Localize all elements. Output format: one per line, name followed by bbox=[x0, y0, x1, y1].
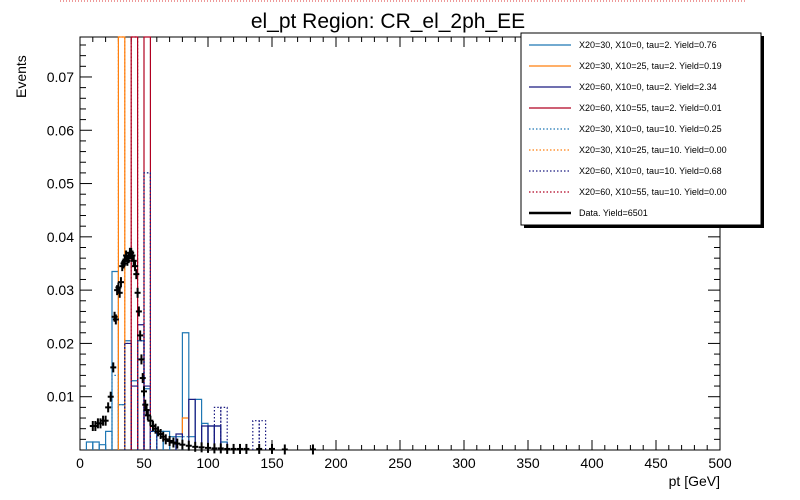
y-tick-label: 0.07 bbox=[47, 69, 74, 85]
legend: X20=30, X10=0, tau=2. Yield=0.76 X20=30, … bbox=[520, 32, 764, 228]
histogram-bin bbox=[111, 374, 119, 450]
legend-label: Data. Yield=6501 bbox=[579, 208, 648, 218]
histogram-bin bbox=[92, 441, 100, 450]
legend-label: X20=30, X10=25, tau=10. Yield=0.00 bbox=[579, 145, 727, 155]
y-tick-label: 0.06 bbox=[47, 122, 74, 138]
series-6 bbox=[117, 36, 126, 450]
data-series bbox=[89, 247, 316, 455]
series-3 bbox=[124, 324, 222, 450]
histogram-bin bbox=[85, 441, 94, 450]
series-4 bbox=[130, 36, 151, 450]
legend-label: X20=60, X10=0, tau=2. Yield=2.34 bbox=[579, 82, 717, 92]
y-tick-label: 0.04 bbox=[47, 229, 74, 245]
histogram-bin bbox=[220, 406, 228, 450]
histogram-bin bbox=[117, 36, 126, 450]
histogram-bin bbox=[130, 36, 139, 450]
histogram-bin bbox=[181, 332, 190, 450]
histogram-bin bbox=[117, 404, 126, 450]
y-tick-label: 0.02 bbox=[47, 335, 74, 351]
x-tick-label: 400 bbox=[580, 455, 604, 471]
legend-label: X20=60, X10=55, tau=2. Yield=0.01 bbox=[579, 103, 722, 113]
histogram-bin bbox=[188, 398, 196, 450]
legend-label: X20=60, X10=0, tau=10. Yield=0.68 bbox=[579, 166, 722, 176]
histogram-bin bbox=[124, 342, 132, 450]
x-tick-label: 100 bbox=[196, 455, 220, 471]
histogram-bin bbox=[143, 172, 151, 450]
y-tick-label: 0.03 bbox=[47, 282, 74, 298]
histogram-bin bbox=[124, 340, 132, 450]
x-tick-label: 250 bbox=[388, 455, 412, 471]
legend-label: X20=30, X10=0, tau=10. Yield=0.25 bbox=[579, 124, 722, 134]
legend-label: X20=30, X10=25, tau=2. Yield=0.19 bbox=[579, 61, 722, 71]
x-tick-label: 150 bbox=[260, 455, 284, 471]
series-1 bbox=[85, 270, 228, 450]
histogram-bin bbox=[98, 444, 107, 450]
histogram-bin bbox=[117, 36, 126, 450]
histogram-bin bbox=[117, 404, 126, 450]
y-axis-label: Events bbox=[13, 55, 29, 98]
histogram-bin bbox=[137, 340, 145, 450]
series-8 bbox=[130, 36, 139, 450]
histogram-bin bbox=[105, 430, 113, 450]
y-tick-label: 0.05 bbox=[47, 176, 74, 192]
x-tick-label: 200 bbox=[324, 455, 348, 471]
x-tick-label: 300 bbox=[452, 455, 476, 471]
histogram-bin bbox=[124, 342, 132, 450]
series-2 bbox=[117, 36, 190, 450]
x-tick-label: 50 bbox=[136, 455, 152, 471]
chart-title: el_pt Region: CR_el_2ph_EE bbox=[251, 10, 525, 33]
series-7 bbox=[124, 172, 267, 450]
histogram-bin bbox=[130, 385, 139, 450]
histogram-bin bbox=[111, 270, 119, 450]
histogram-bin bbox=[130, 36, 139, 450]
legend-label: X20=30, X10=0, tau=2. Yield=0.76 bbox=[579, 40, 717, 50]
histogram-bin bbox=[258, 420, 267, 450]
x-tick-label: 500 bbox=[708, 455, 732, 471]
x-tick-label: 0 bbox=[76, 455, 84, 471]
x-tick-label: 350 bbox=[516, 455, 540, 471]
plot-area: 0 50 100 150 200 250 300 350 400 450 500 0.01 0.02 0.… bbox=[47, 36, 732, 471]
x-tick-label: 450 bbox=[644, 455, 668, 471]
y-tick-label: 0.01 bbox=[47, 389, 74, 405]
legend-label: X20=60, X10=55, tau=10. Yield=0.00 bbox=[579, 187, 727, 197]
histogram-bin bbox=[149, 430, 158, 450]
histogram-bin bbox=[130, 380, 139, 450]
histogram-bin bbox=[149, 430, 158, 450]
histogram-bin bbox=[149, 430, 158, 450]
x-axis-label: pt [GeV] bbox=[669, 473, 720, 489]
